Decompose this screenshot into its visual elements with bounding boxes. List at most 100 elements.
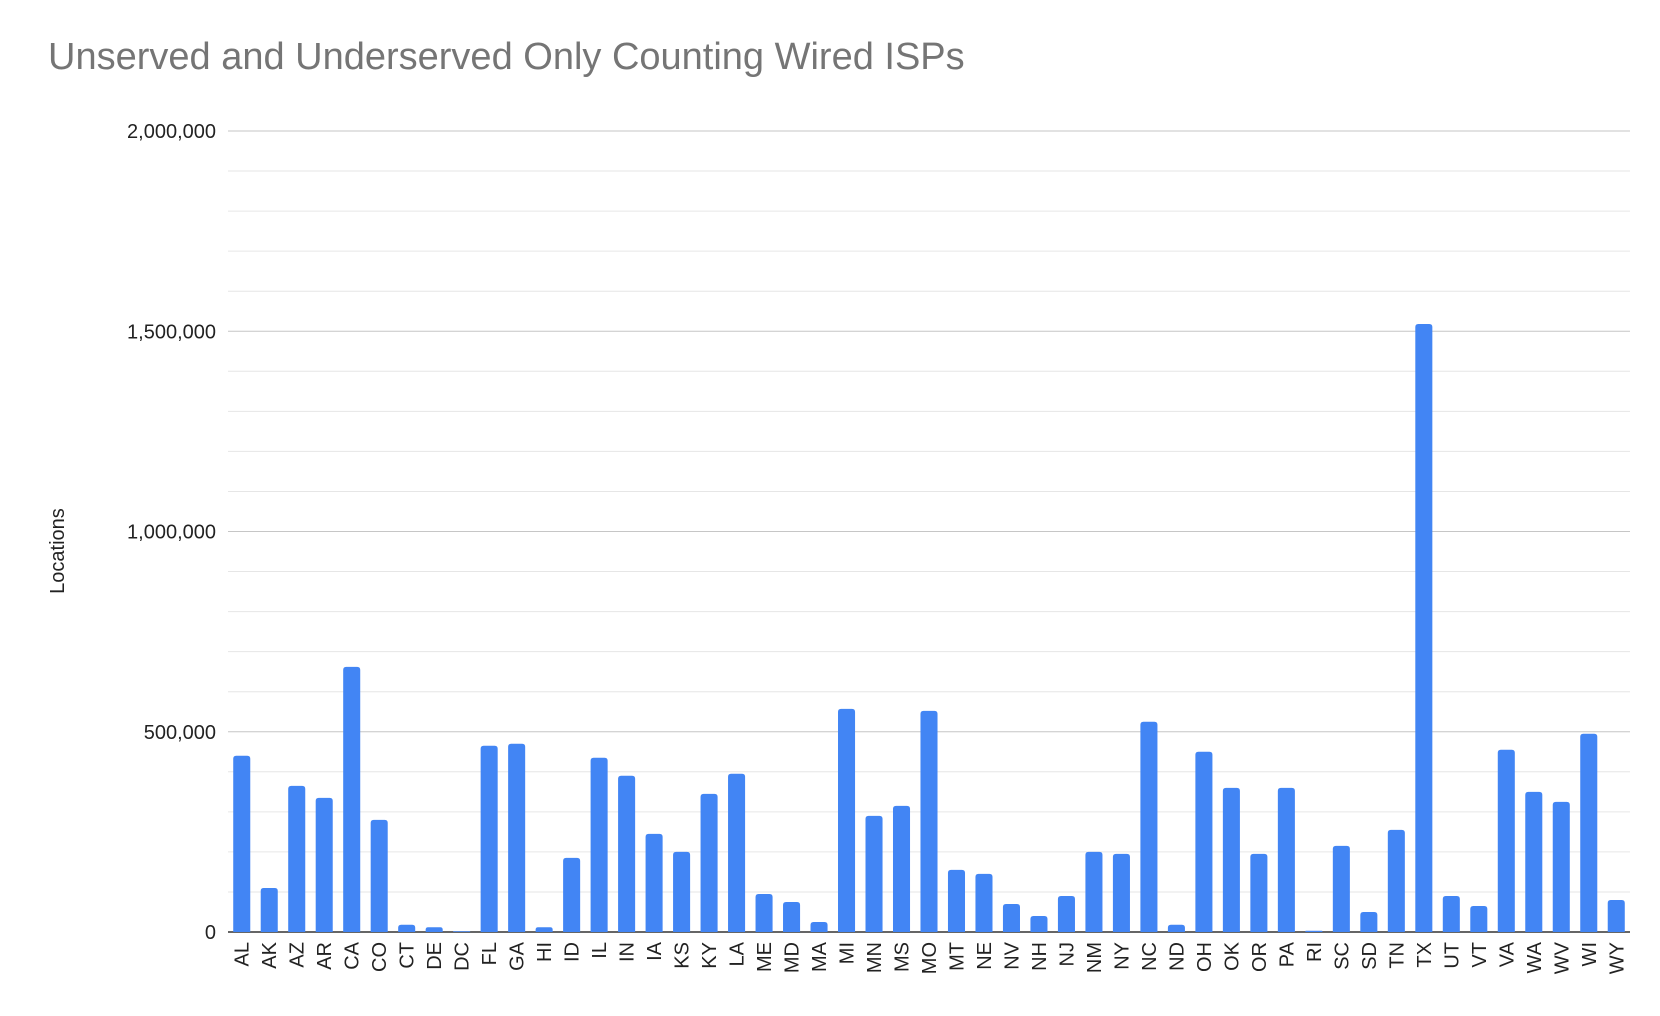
bars bbox=[233, 324, 1625, 932]
x-tick-label: MA bbox=[809, 941, 831, 972]
bar-nm bbox=[1085, 851, 1103, 932]
bar-ok bbox=[1222, 787, 1240, 932]
x-tick-label: CT bbox=[397, 942, 419, 969]
x-tick-label: MI bbox=[837, 942, 859, 964]
bar-ar bbox=[315, 797, 333, 932]
x-tick-label: LA bbox=[727, 941, 749, 966]
x-tick-label: TN bbox=[1386, 942, 1408, 969]
bar-oh bbox=[1195, 751, 1213, 932]
x-tick-label: UT bbox=[1441, 942, 1463, 969]
x-tick-label: SC bbox=[1331, 942, 1353, 970]
bar-ny bbox=[1112, 853, 1130, 932]
bar-va bbox=[1497, 749, 1515, 932]
x-tick-label: WV bbox=[1551, 941, 1573, 974]
x-tick-label: ID bbox=[562, 942, 584, 962]
x-tick-label: WY bbox=[1606, 942, 1628, 974]
bar-dc bbox=[453, 931, 471, 932]
bar-hi bbox=[535, 927, 553, 932]
y-tick-label: 2,000,000 bbox=[127, 121, 216, 143]
x-tick-label: HI bbox=[534, 942, 556, 962]
x-tick-label: KY bbox=[699, 942, 721, 969]
bar-wv bbox=[1552, 801, 1570, 932]
bar-al bbox=[233, 755, 251, 932]
x-tick-label: MD bbox=[782, 942, 804, 973]
x-tick-label: SD bbox=[1359, 942, 1381, 970]
bar-ky bbox=[700, 793, 718, 932]
x-tick-label: VT bbox=[1469, 942, 1491, 968]
x-tick-label: NE bbox=[974, 942, 996, 970]
x-tick-label: AL bbox=[232, 942, 254, 966]
bar-tx bbox=[1415, 324, 1433, 932]
bar-pa bbox=[1277, 787, 1295, 932]
bar-mo bbox=[920, 710, 938, 932]
bar-ne bbox=[975, 873, 993, 932]
x-tick-label: FL bbox=[479, 942, 501, 965]
x-tick-label: ND bbox=[1166, 942, 1188, 971]
x-tick-label: VA bbox=[1496, 941, 1518, 967]
bar-mt bbox=[947, 869, 966, 932]
bar-nv bbox=[1002, 903, 1020, 932]
bar-ma bbox=[810, 921, 828, 932]
x-tick-label: GA bbox=[507, 941, 529, 971]
bar-in bbox=[618, 775, 636, 932]
y-axis-ticks: 0 500,000 1,000,000 1,500,000 2,000,000 bbox=[127, 121, 216, 944]
bar-la bbox=[728, 773, 746, 932]
bar-id bbox=[563, 857, 581, 932]
x-tick-label: CO bbox=[369, 942, 391, 972]
bar-de bbox=[425, 927, 443, 932]
x-tick-label: PA bbox=[1276, 941, 1298, 967]
x-tick-label: RI bbox=[1304, 942, 1326, 962]
bar-ca bbox=[343, 666, 361, 932]
bar-mi bbox=[838, 708, 856, 932]
bar-nj bbox=[1057, 895, 1075, 932]
x-tick-label: CA bbox=[342, 941, 364, 969]
x-tick-label: NV bbox=[1001, 941, 1023, 969]
x-tick-label: OK bbox=[1221, 941, 1243, 971]
x-tick-label: AZ bbox=[287, 942, 309, 968]
bar-or bbox=[1250, 853, 1268, 932]
y-tick-label: 1,500,000 bbox=[127, 321, 216, 343]
bar-ia bbox=[645, 833, 663, 932]
x-tick-label: AR bbox=[314, 942, 336, 970]
x-tick-label: TX bbox=[1414, 942, 1436, 968]
bar-ut bbox=[1442, 895, 1460, 932]
x-tick-label: WA bbox=[1524, 941, 1546, 973]
x-tick-label: OH bbox=[1194, 942, 1216, 972]
bar-sd bbox=[1360, 911, 1378, 932]
x-tick-label: WI bbox=[1579, 942, 1601, 966]
x-tick-label: MS bbox=[892, 942, 914, 972]
x-tick-label: NM bbox=[1084, 942, 1106, 973]
bar-ak bbox=[260, 887, 278, 932]
bar-nc bbox=[1140, 721, 1158, 932]
x-tick-label: KS bbox=[672, 942, 694, 969]
x-tick-label: NJ bbox=[1056, 942, 1078, 966]
bar-ct bbox=[398, 924, 416, 932]
bar-me bbox=[755, 893, 773, 932]
y-tick-label: 1,000,000 bbox=[127, 522, 216, 544]
y-axis-title: Locations bbox=[47, 508, 69, 594]
bar-il bbox=[590, 757, 608, 932]
bar-vt bbox=[1470, 905, 1488, 932]
x-tick-label: NH bbox=[1029, 942, 1051, 971]
y-tick-label: 500,000 bbox=[144, 722, 216, 744]
bar-nh bbox=[1030, 915, 1048, 932]
bar-ms bbox=[892, 805, 911, 932]
x-tick-label: IL bbox=[589, 942, 611, 959]
bar-wy bbox=[1607, 899, 1625, 932]
bar-wa bbox=[1525, 791, 1543, 932]
bar-ks bbox=[673, 851, 691, 932]
x-tick-label: IN bbox=[617, 942, 639, 962]
bar-tn bbox=[1387, 829, 1405, 932]
x-tick-label: DC bbox=[452, 942, 474, 971]
y-tick-label: 0 bbox=[205, 922, 216, 944]
bar-az bbox=[288, 785, 306, 932]
gridlines bbox=[228, 130, 1630, 933]
x-tick-label: MN bbox=[864, 942, 886, 973]
x-tick-label: AK bbox=[259, 941, 281, 968]
x-axis-labels: AL AK AZ AR CA CO CT DE DC FL GA HI ID IL IN IA KS KY LA ME… bbox=[232, 941, 1629, 974]
x-tick-label: NC bbox=[1139, 942, 1161, 971]
chart-title: Unserved and Underserved Only Counting W… bbox=[48, 36, 965, 78]
x-tick-label: MO bbox=[919, 942, 941, 974]
bar-co bbox=[370, 819, 388, 932]
